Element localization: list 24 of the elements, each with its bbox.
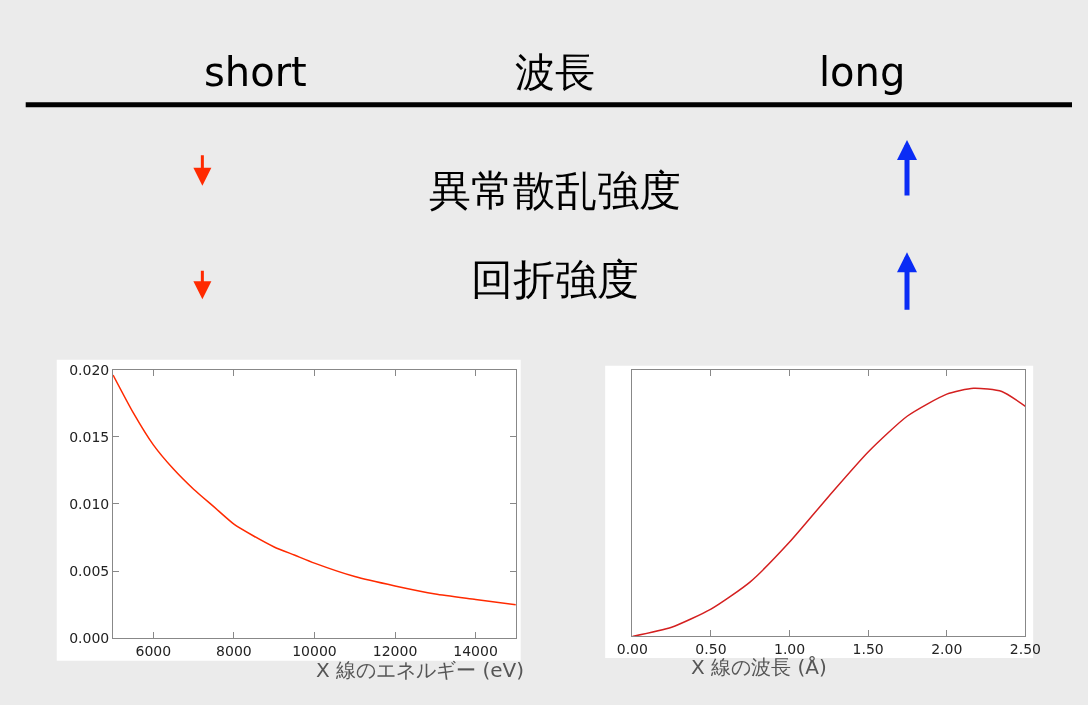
- x-tick-label: 0.00: [616, 641, 648, 658]
- x-tick-label: 8000: [216, 643, 252, 660]
- x-tick-label: 1.00: [773, 641, 806, 658]
- text: 異常散乱強度: [429, 166, 681, 215]
- text: 波長: [515, 49, 595, 95]
- x-tick-label: 12000: [372, 643, 418, 660]
- x-tick-label: 0.50: [695, 641, 727, 658]
- text: long: [819, 49, 906, 95]
- x-tick-label: 14000: [453, 643, 498, 660]
- y-tick-label: 0.020: [69, 361, 110, 378]
- y-tick-label: 0.000: [69, 630, 110, 647]
- x-tick-label: 2.00: [931, 641, 963, 658]
- y-tick-label: 0.010: [69, 495, 110, 512]
- y-tick-label: 0.015: [69, 428, 110, 445]
- text: short: [204, 49, 307, 95]
- x-axis-title: X 線のエネルギー (eV): [316, 658, 525, 682]
- x-tick-label: 10000: [292, 643, 337, 660]
- x-axis-title: X 線の波長 (Å): [691, 655, 827, 679]
- text: 回折強度: [471, 255, 639, 304]
- x-tick-label: 2.50: [1009, 641, 1041, 658]
- x-tick-label: 1.50: [852, 641, 884, 658]
- x-tick-label: 6000: [135, 643, 172, 660]
- line-series: [113, 374, 516, 606]
- y-tick-label: 0.005: [69, 563, 110, 580]
